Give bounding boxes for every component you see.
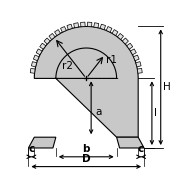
Polygon shape	[31, 62, 37, 67]
Polygon shape	[100, 24, 105, 30]
Polygon shape	[40, 43, 46, 49]
Polygon shape	[122, 38, 128, 44]
Text: r1: r1	[106, 55, 117, 65]
Polygon shape	[106, 26, 112, 32]
Polygon shape	[117, 34, 123, 40]
Polygon shape	[87, 22, 92, 27]
Polygon shape	[28, 137, 56, 148]
Polygon shape	[36, 49, 42, 55]
Text: I: I	[154, 108, 157, 118]
Polygon shape	[30, 68, 35, 73]
Text: c: c	[138, 144, 144, 154]
Text: D: D	[82, 154, 91, 164]
Polygon shape	[67, 24, 72, 30]
Polygon shape	[137, 68, 142, 73]
Polygon shape	[81, 22, 85, 27]
Text: H: H	[163, 82, 171, 92]
Polygon shape	[112, 30, 118, 35]
Polygon shape	[130, 49, 136, 55]
Polygon shape	[133, 55, 139, 61]
Polygon shape	[34, 26, 138, 137]
Polygon shape	[94, 23, 99, 28]
Polygon shape	[44, 38, 50, 44]
Text: c: c	[28, 144, 34, 154]
Polygon shape	[136, 62, 141, 67]
Text: b: b	[83, 144, 90, 154]
Polygon shape	[127, 43, 133, 49]
Text: a: a	[95, 107, 102, 117]
Polygon shape	[117, 137, 144, 148]
Polygon shape	[74, 23, 79, 28]
Polygon shape	[49, 34, 55, 40]
Polygon shape	[54, 30, 61, 35]
Polygon shape	[33, 55, 39, 61]
Polygon shape	[61, 26, 66, 32]
Text: r2: r2	[62, 61, 73, 71]
